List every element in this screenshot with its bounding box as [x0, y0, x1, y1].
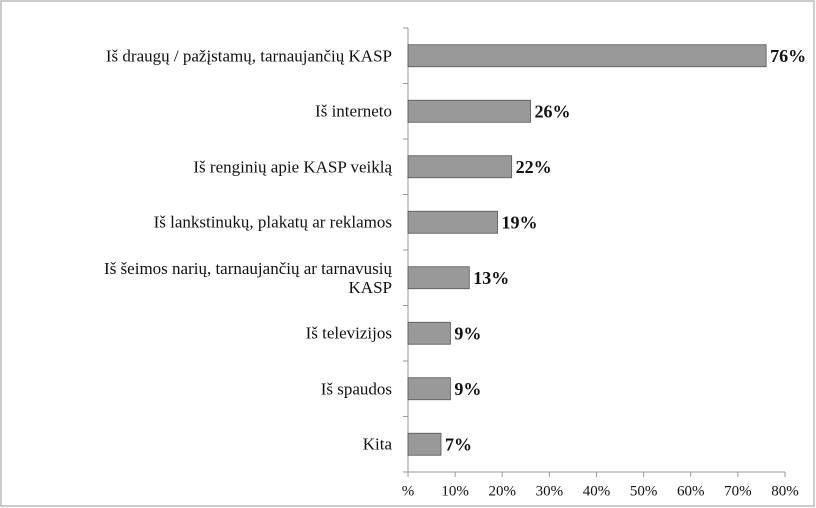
category-label: Iš spaudos — [320, 379, 392, 399]
bar — [407, 99, 531, 123]
bar — [407, 432, 442, 456]
x-tick-label: 80% — [771, 483, 799, 499]
x-tick-label: 60% — [677, 483, 705, 499]
category-label: Kita — [362, 434, 392, 454]
value-label: 22% — [516, 157, 552, 177]
value-label: 13% — [473, 268, 509, 288]
bar — [407, 321, 451, 345]
x-tick-label: 30% — [536, 483, 564, 499]
category-label: Iš interneto — [315, 101, 392, 121]
bar — [407, 155, 513, 179]
x-tick-label: 70% — [724, 483, 752, 499]
x-tick-label: 10% — [441, 483, 469, 499]
value-label: 19% — [502, 212, 538, 232]
bar — [407, 44, 767, 68]
value-label: 9% — [454, 323, 481, 343]
value-label: 7% — [445, 434, 472, 454]
category-label: Iš šeimos narių, tarnaujančių ar tarnavu… — [104, 258, 392, 297]
x-tick-label: % — [402, 483, 415, 499]
value-label: 26% — [535, 101, 571, 121]
category-label: Iš draugų / pažįstamų, tarnaujančių KASP — [105, 46, 392, 66]
category-label: Iš lankstinukų, plakatų ar reklamos — [153, 212, 392, 232]
bar — [407, 377, 451, 401]
value-label: 9% — [454, 379, 481, 399]
value-label: 76% — [770, 46, 806, 66]
x-tick-label: 50% — [630, 483, 658, 499]
category-label: Iš renginių apie KASP veiklą — [193, 157, 392, 177]
x-tick-label: 20% — [489, 483, 517, 499]
bar — [407, 266, 470, 290]
bar — [407, 210, 498, 234]
x-tick-label: 40% — [583, 483, 611, 499]
category-label: Iš televizijos — [305, 323, 392, 343]
